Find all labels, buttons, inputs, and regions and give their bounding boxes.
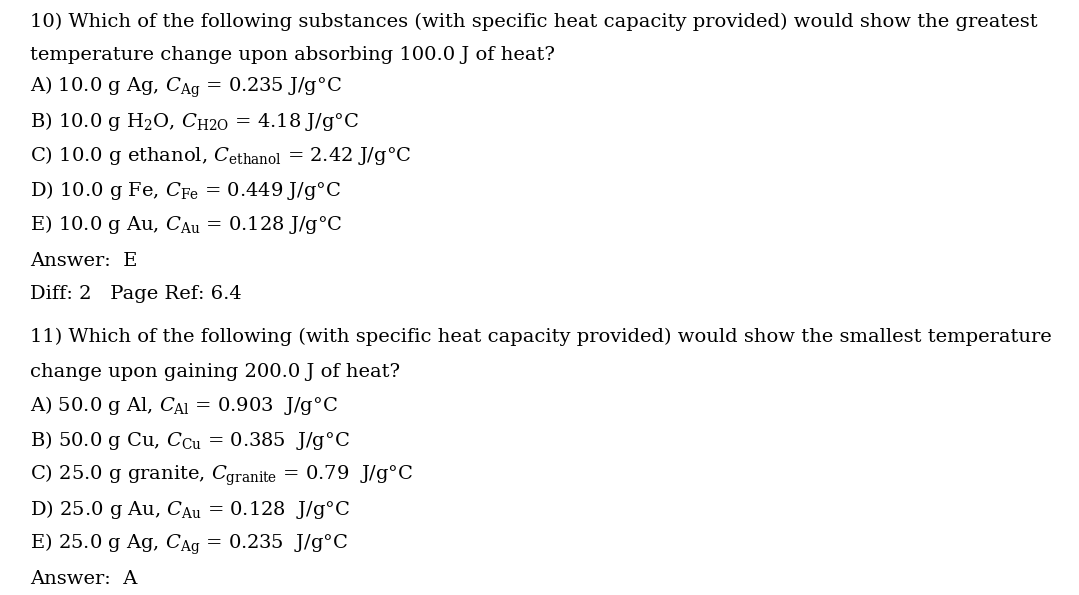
Text: 10) Which of the following substances (with specific heat capacity provided) wou: 10) Which of the following substances (w… — [30, 12, 1038, 31]
Text: A) 10.0 g Ag, $C_{\mathregular{Ag}}$ = 0.235 J/g°C: A) 10.0 g Ag, $C_{\mathregular{Ag}}$ = 0… — [30, 75, 342, 100]
Text: C) 25.0 g granite, $C_{\mathregular{granite}}$ = 0.79  J/g°C: C) 25.0 g granite, $C_{\mathregular{gran… — [30, 463, 413, 488]
Text: E) 10.0 g Au, $C_{\mathregular{Au}}$ = 0.128 J/g°C: E) 10.0 g Au, $C_{\mathregular{Au}}$ = 0… — [30, 213, 343, 236]
Text: Answer:  A: Answer: A — [30, 569, 138, 588]
Text: Diff: 2   Page Ref: 6.4: Diff: 2 Page Ref: 6.4 — [30, 285, 242, 303]
Text: B) 50.0 g Cu, $C_{\mathregular{Cu}}$ = 0.385  J/g°C: B) 50.0 g Cu, $C_{\mathregular{Cu}}$ = 0… — [30, 428, 351, 452]
Text: A) 50.0 g Al, $C_{\mathregular{Al}}$ = 0.903  J/g°C: A) 50.0 g Al, $C_{\mathregular{Al}}$ = 0… — [30, 394, 338, 417]
Text: D) 10.0 g Fe, $C_{\mathregular{Fe}}$ = 0.449 J/g°C: D) 10.0 g Fe, $C_{\mathregular{Fe}}$ = 0… — [30, 178, 342, 202]
Text: B) 10.0 g H$_{\mathregular{2}}$O, $C_{\mathregular{H2O}}$ = 4.18 J/g°C: B) 10.0 g H$_{\mathregular{2}}$O, $C_{\m… — [30, 109, 359, 133]
Text: 11) Which of the following (with specific heat capacity provided) would show the: 11) Which of the following (with specifi… — [30, 328, 1052, 346]
Text: Answer:  E: Answer: E — [30, 252, 138, 270]
Text: E) 25.0 g Ag, $C_{\mathregular{Ag}}$ = 0.235  J/g°C: E) 25.0 g Ag, $C_{\mathregular{Ag}}$ = 0… — [30, 532, 349, 557]
Text: change upon gaining 200.0 J of heat?: change upon gaining 200.0 J of heat? — [30, 362, 400, 381]
Text: C) 10.0 g ethanol, $C_{\mathregular{ethanol}}$ = 2.42 J/g°C: C) 10.0 g ethanol, $C_{\mathregular{etha… — [30, 144, 412, 167]
Text: D) 25.0 g Au, $C_{\mathregular{Au}}$ = 0.128  J/g°C: D) 25.0 g Au, $C_{\mathregular{Au}}$ = 0… — [30, 497, 351, 521]
Text: temperature change upon absorbing 100.0 J of heat?: temperature change upon absorbing 100.0 … — [30, 45, 556, 64]
